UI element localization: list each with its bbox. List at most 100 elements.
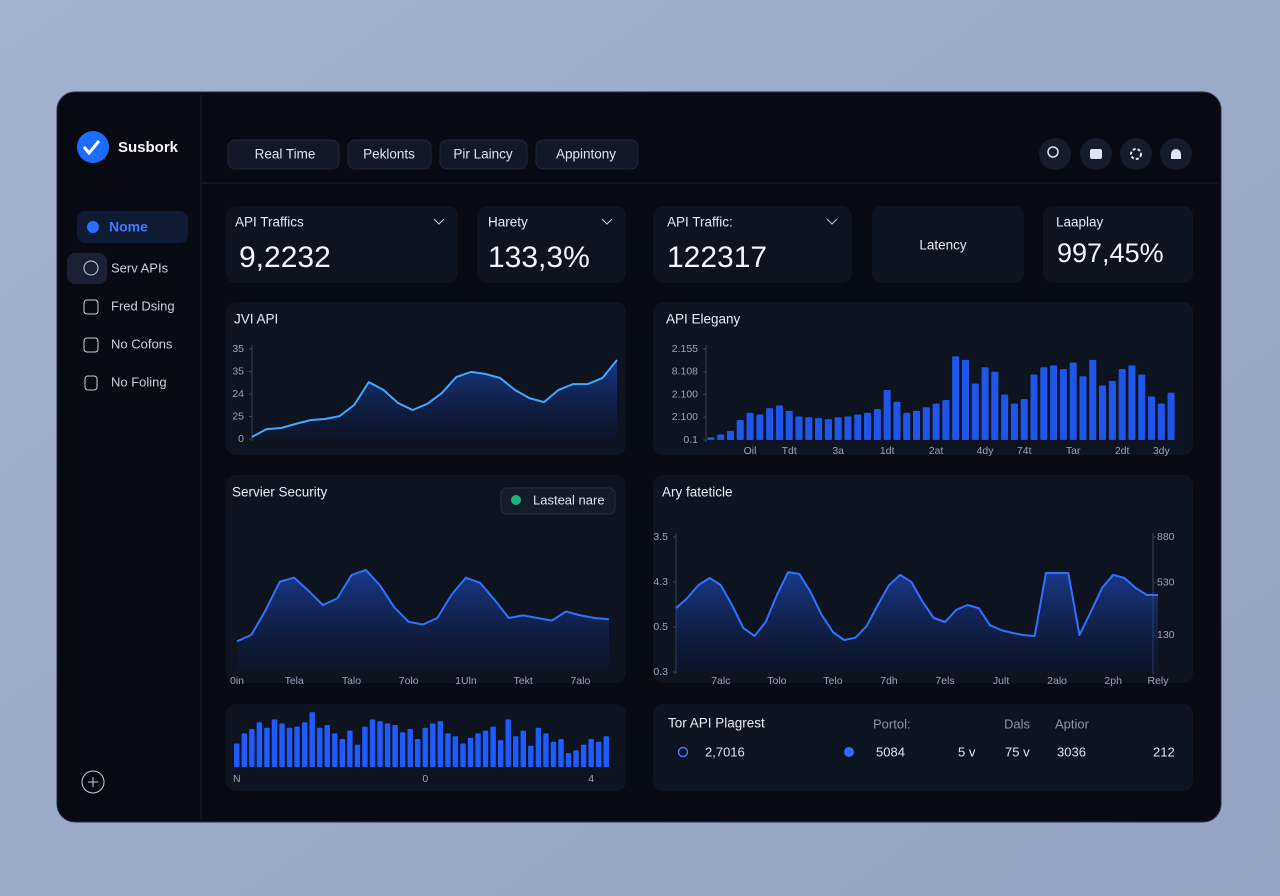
bar xyxy=(756,414,764,440)
bar xyxy=(497,740,504,767)
tab[interactable] xyxy=(439,139,528,170)
bar xyxy=(785,410,793,440)
y-tick-label: 8.108 xyxy=(672,366,698,378)
bar xyxy=(452,736,459,767)
table-header: Dals xyxy=(1004,716,1031,731)
bar xyxy=(961,359,970,440)
brand: Susbork xyxy=(118,139,179,156)
x-tick-label: 4 xyxy=(588,773,594,785)
chart-title: Servier Security xyxy=(232,485,328,500)
bar xyxy=(573,750,579,767)
kpi-value: 997,45% xyxy=(1057,238,1164,268)
bar xyxy=(445,733,451,767)
bar xyxy=(971,383,979,440)
bar xyxy=(460,743,466,767)
kpi-card xyxy=(226,206,458,283)
y-tick-label: 25 xyxy=(232,410,244,422)
add-button[interactable] xyxy=(81,770,105,794)
settings-button[interactable] xyxy=(1120,138,1152,170)
x-tick-label: 7els xyxy=(935,675,954,687)
bar xyxy=(912,410,921,440)
tab[interactable] xyxy=(227,139,340,170)
x-tick-label: 7olo xyxy=(399,675,419,687)
table-card xyxy=(653,704,1193,791)
chevron[interactable] xyxy=(826,218,838,225)
x-tick-label: 3dy xyxy=(1153,445,1171,457)
x-tick-label: Talo xyxy=(342,675,361,687)
row-marker xyxy=(677,746,689,758)
nav-item[interactable]: No Foling xyxy=(111,374,167,389)
search-button[interactable] xyxy=(1039,138,1071,170)
bar xyxy=(377,721,383,767)
tab[interactable] xyxy=(347,139,432,170)
legend[interactable] xyxy=(500,487,616,515)
bar xyxy=(1089,359,1097,440)
tab-label[interactable]: Pir Laincy xyxy=(453,147,513,162)
tab-label[interactable]: Real Time xyxy=(255,147,316,162)
bar xyxy=(513,736,519,767)
nav-icon xyxy=(83,299,99,315)
bar xyxy=(726,430,735,440)
bar xyxy=(475,733,481,767)
kpi-card xyxy=(653,206,852,283)
nav-active-bg[interactable] xyxy=(77,211,188,243)
y-tick-label: 2.155 xyxy=(672,343,698,355)
bar xyxy=(1099,385,1107,440)
bar xyxy=(603,736,609,767)
y-tick-label: 0.5 xyxy=(653,621,668,633)
chevron[interactable] xyxy=(433,218,445,225)
x-tick-label: 2dt xyxy=(1115,445,1130,457)
x-tick-label: Telo xyxy=(823,675,842,687)
line xyxy=(251,359,618,438)
table-cell: 2,7016 xyxy=(705,744,745,759)
x-tick-label: 2at xyxy=(929,445,944,457)
nav-icon xyxy=(87,221,99,233)
line xyxy=(675,571,1158,641)
bar xyxy=(766,408,774,440)
bar xyxy=(864,412,872,440)
bar xyxy=(1030,374,1038,440)
tab[interactable] xyxy=(535,139,639,170)
line xyxy=(236,568,610,643)
nav-item[interactable]: Fred Dsing xyxy=(111,298,175,313)
bar xyxy=(795,416,803,440)
bar xyxy=(707,437,715,440)
x-tick-label: Rely xyxy=(1147,675,1169,687)
bar xyxy=(1001,394,1009,440)
bar xyxy=(1108,380,1116,440)
table-cell: 75 v xyxy=(1005,744,1030,759)
tab-label[interactable]: Peklonts xyxy=(363,147,415,162)
kpi-card xyxy=(872,206,1024,283)
nav-item[interactable]: No Cofons xyxy=(111,336,173,351)
y-tick-label: 35 xyxy=(232,343,244,355)
chevron[interactable] xyxy=(601,218,613,225)
bar xyxy=(565,753,572,767)
bar xyxy=(844,416,852,440)
bar xyxy=(309,712,315,767)
bar xyxy=(249,728,255,767)
x-tick-label: 3a xyxy=(832,445,844,457)
bar xyxy=(736,419,744,440)
x-tick-label: Tolo xyxy=(767,675,786,687)
x-tick-label: 7alc xyxy=(711,675,730,687)
bar xyxy=(1040,367,1048,440)
x-tick-label: 0in xyxy=(230,675,244,687)
y2-tick-label: 880 xyxy=(1157,531,1175,543)
bar xyxy=(505,719,511,767)
x-tick-label: Tela xyxy=(285,675,304,687)
x-tick-label: 2alo xyxy=(1047,675,1067,687)
bar xyxy=(422,727,428,767)
table-cell: 5 v xyxy=(958,744,976,759)
nav-item[interactable]: Serv APIs xyxy=(111,260,169,275)
nav-item[interactable]: Nome xyxy=(109,219,148,235)
bar xyxy=(490,726,496,767)
tab-label[interactable]: Appintony xyxy=(556,147,616,162)
bar xyxy=(234,743,240,767)
table-title: Tor API Plagrest xyxy=(668,716,765,731)
search-icon xyxy=(1047,146,1059,158)
y-tick-label: 2.100 xyxy=(672,388,698,400)
bar xyxy=(1059,369,1067,440)
bar xyxy=(301,722,308,767)
